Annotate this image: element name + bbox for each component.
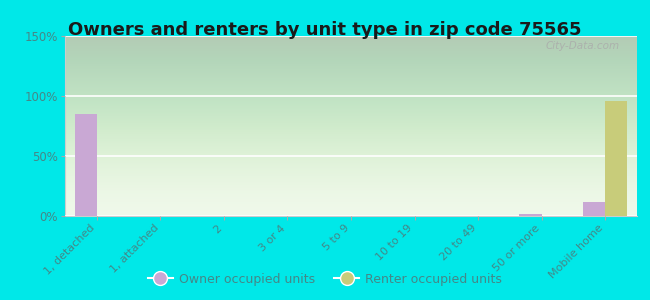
- Bar: [75, 114, 97, 216]
- Text: City-Data.com: City-Data.com: [546, 41, 620, 51]
- Bar: [583, 202, 605, 216]
- Legend: Owner occupied units, Renter occupied units: Owner occupied units, Renter occupied un…: [143, 268, 507, 291]
- Text: Owners and renters by unit type in zip code 75565: Owners and renters by unit type in zip c…: [68, 21, 582, 39]
- Bar: [605, 101, 627, 216]
- Bar: [519, 214, 541, 216]
